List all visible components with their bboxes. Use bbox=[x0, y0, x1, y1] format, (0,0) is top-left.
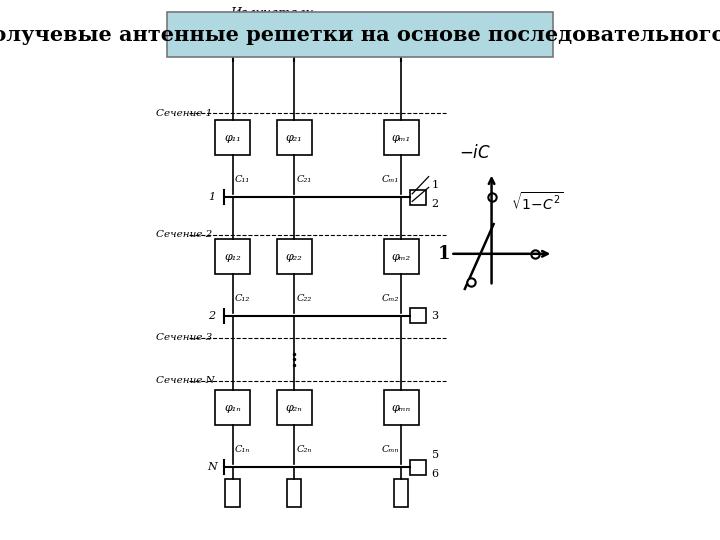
Text: φ₁₁: φ₁₁ bbox=[224, 133, 241, 143]
Text: Сечение N: Сечение N bbox=[156, 376, 215, 385]
Text: 1: 1 bbox=[431, 180, 438, 190]
FancyBboxPatch shape bbox=[215, 390, 250, 426]
Text: 2: 2 bbox=[431, 199, 438, 209]
Text: C₁₁: C₁₁ bbox=[235, 175, 250, 184]
FancyBboxPatch shape bbox=[276, 390, 312, 426]
Text: Cₘ₂: Cₘ₂ bbox=[382, 294, 399, 302]
Text: C₂₂: C₂₂ bbox=[296, 294, 312, 302]
Text: φₘ₂: φₘ₂ bbox=[392, 252, 410, 261]
FancyBboxPatch shape bbox=[167, 12, 553, 57]
Text: 4: 4 bbox=[414, 29, 421, 39]
Text: 2: 2 bbox=[300, 30, 307, 40]
Text: φ₁₂: φ₁₂ bbox=[224, 252, 241, 261]
FancyBboxPatch shape bbox=[410, 190, 426, 205]
Text: C₂₁: C₂₁ bbox=[296, 175, 312, 184]
FancyBboxPatch shape bbox=[410, 308, 426, 323]
Text: φₘₙ: φₘₙ bbox=[392, 403, 410, 413]
Text: 3: 3 bbox=[431, 311, 438, 321]
Text: Излучатели: Излучатели bbox=[230, 7, 313, 20]
FancyBboxPatch shape bbox=[276, 120, 312, 156]
Text: 5: 5 bbox=[431, 450, 438, 460]
Text: 6: 6 bbox=[431, 469, 438, 479]
Text: Сечение 1: Сечение 1 bbox=[156, 109, 212, 118]
FancyBboxPatch shape bbox=[384, 239, 418, 274]
Text: C₂ₙ: C₂ₙ bbox=[296, 445, 312, 454]
Text: 2: 2 bbox=[208, 311, 215, 321]
Text: $-iC$: $-iC$ bbox=[459, 144, 491, 162]
FancyBboxPatch shape bbox=[384, 390, 418, 426]
FancyBboxPatch shape bbox=[410, 460, 426, 475]
Text: 1: 1 bbox=[239, 30, 246, 40]
Text: φ₂ₙ: φ₂ₙ bbox=[286, 403, 302, 413]
Text: C₁ₙ: C₁ₙ bbox=[235, 445, 250, 454]
Text: m: m bbox=[408, 30, 418, 40]
Text: φₘ₁: φₘ₁ bbox=[392, 133, 410, 143]
Text: 1: 1 bbox=[208, 192, 215, 202]
Text: φ₂₁: φ₂₁ bbox=[286, 133, 302, 143]
Text: 1: 1 bbox=[438, 245, 451, 263]
Text: φ₁ₙ: φ₁ₙ bbox=[224, 403, 241, 413]
FancyBboxPatch shape bbox=[276, 239, 312, 274]
Text: N: N bbox=[207, 462, 217, 472]
Text: Сечение 2: Сечение 2 bbox=[156, 231, 212, 239]
Text: Сечение 3: Сечение 3 bbox=[156, 333, 212, 342]
FancyBboxPatch shape bbox=[215, 239, 250, 274]
Text: Многолучевые антенные решетки на основе последовательного ДОУ.: Многолучевые антенные решетки на основе … bbox=[0, 24, 720, 45]
FancyBboxPatch shape bbox=[225, 479, 240, 507]
FancyBboxPatch shape bbox=[287, 479, 302, 507]
Text: φ₂₂: φ₂₂ bbox=[286, 252, 302, 261]
FancyBboxPatch shape bbox=[394, 479, 408, 507]
Text: Cₘ₁: Cₘ₁ bbox=[382, 175, 399, 184]
Text: $\sqrt{1{-}C^2}$: $\sqrt{1{-}C^2}$ bbox=[510, 192, 563, 213]
Text: C₁₂: C₁₂ bbox=[235, 294, 250, 302]
FancyBboxPatch shape bbox=[384, 120, 418, 156]
FancyBboxPatch shape bbox=[215, 120, 250, 156]
Text: Cₘₙ: Cₘₙ bbox=[382, 445, 399, 454]
